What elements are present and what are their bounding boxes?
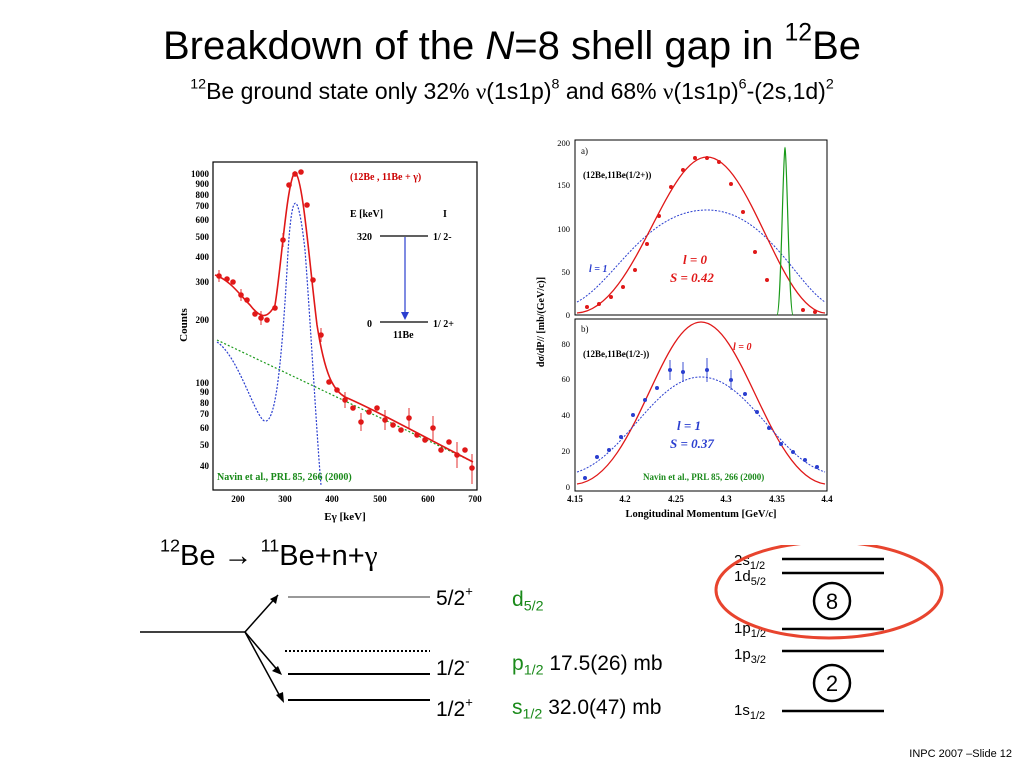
- y-tick: 800: [196, 190, 210, 200]
- panel-a-reaction: (12Be,11Be(1/2+)): [583, 170, 651, 180]
- y-tick: 700: [196, 201, 210, 211]
- panel-a-label: a): [581, 146, 588, 156]
- s-factor-label: S = 0.37: [670, 436, 714, 451]
- x-tick: 700: [468, 494, 482, 504]
- momentum-distribution-figure: 200 150 100 50 0 80 60 40 20 0 4.15 4.2 …: [525, 132, 845, 524]
- p-cross-section: 17.5(26) mb: [549, 652, 663, 675]
- y-tick: 90: [200, 387, 210, 397]
- x-axis-label: Eγ [keV]: [324, 511, 366, 523]
- y-tick: 80: [562, 339, 571, 349]
- y-tick: 40: [562, 410, 571, 420]
- y-tick: 50: [562, 267, 571, 277]
- x-tick: 400: [325, 494, 339, 504]
- orbital-d52: d5/2: [512, 588, 544, 615]
- y-axis-label: Counts: [178, 307, 190, 341]
- y-tick: 1000: [191, 169, 210, 179]
- level-1-2-minus: 1/2-: [436, 653, 470, 680]
- l1-label: l = 1: [677, 418, 701, 433]
- l0-label: l = 0: [733, 342, 751, 353]
- x-tick: 4.25: [668, 494, 684, 504]
- orbital-p12: p1/2 17.5(26) mb: [512, 652, 663, 679]
- shell-model-diagram: 8 2 2s1/2 1d5/2 1p1/2 1p3/2 1s1/2: [714, 545, 944, 722]
- level-scheme: [140, 594, 430, 703]
- level-1-2-plus: 1/2+: [436, 694, 473, 721]
- slide-title: Breakdown of the N=8 shell gap in 12Be: [162, 19, 862, 68]
- panel-b-reaction: (12Be,11Be(1/2-)): [583, 349, 649, 359]
- s-cross-section: 32.0(47) mb: [548, 696, 662, 719]
- y-tick: 900: [196, 179, 210, 189]
- x-tick: 600: [421, 494, 435, 504]
- y-tick: 400: [196, 252, 210, 262]
- slide-footer: INPC 2007 –Slide 12: [909, 748, 1012, 760]
- gamma-spectrum-figure: 1000 900 800 700 600 500 400 300 200 100…: [175, 150, 495, 535]
- y-tick: 100: [196, 378, 210, 388]
- x-tick: 300: [278, 494, 292, 504]
- y-tick: 70: [200, 409, 210, 419]
- x-tick: 4.3: [720, 494, 732, 504]
- inset-energy-1: 320: [357, 232, 372, 243]
- svg-text:1s1/2: 1s1/2: [734, 702, 765, 722]
- y-tick: 150: [557, 180, 570, 190]
- inset-energy-2: 0: [367, 319, 372, 330]
- y-tick: 60: [562, 374, 571, 384]
- gap-2: 2: [826, 671, 838, 696]
- svg-text:1p3/2: 1p3/2: [734, 646, 766, 666]
- inset-nucleus: 11Be: [393, 330, 414, 341]
- y-tick: 100: [557, 224, 570, 234]
- l1-label: l = 1: [589, 264, 607, 275]
- y-tick: 20: [562, 446, 571, 456]
- y-tick: 60: [200, 423, 210, 433]
- orbital-s12: s1/2 32.0(47) mb: [512, 696, 662, 723]
- y-tick: 600: [196, 215, 210, 225]
- inset-spin-1: 1/ 2-: [433, 232, 452, 243]
- highlight-ellipse: [714, 545, 944, 640]
- x-tick: 200: [231, 494, 245, 504]
- x-tick: 500: [373, 494, 387, 504]
- l0-label: l = 0: [683, 252, 708, 267]
- y-tick: 200: [196, 315, 210, 325]
- x-tick: 4.15: [567, 494, 583, 504]
- gap-8: 8: [826, 589, 838, 614]
- x-axis-label: Longitudinal Momentum [GeV/c]: [625, 509, 776, 520]
- y-tick: 200: [557, 138, 570, 148]
- citation: Navin et al., PRL 85, 266 (2000): [217, 472, 352, 483]
- svg-text:1d5/2: 1d5/2: [734, 568, 766, 588]
- y-tick: 500: [196, 232, 210, 242]
- slide-subtitle: 12Be ground state only 32% ν(1s1p)8 and …: [190, 76, 834, 104]
- y-tick: 80: [200, 398, 210, 408]
- inset-energy-header: E [keV]: [350, 209, 383, 220]
- citation: Navin et al., PRL 85, 266 (2000): [643, 472, 764, 482]
- inset-spin-2: 1/ 2+: [433, 319, 454, 330]
- x-tick: 4.2: [619, 494, 631, 504]
- y-tick: 300: [196, 277, 210, 287]
- plot-legend: (12Be , 11Be + γ): [350, 172, 421, 183]
- y-axis-label: dσ/dP// [mb/(GeV/c)]: [536, 277, 547, 367]
- x-tick: 4.4: [821, 494, 833, 504]
- reaction-equation: 12Be → 11Be+n+γ: [160, 535, 378, 572]
- y-tick: 40: [200, 461, 210, 471]
- x-tick: 4.35: [769, 494, 785, 504]
- y-tick: 50: [200, 440, 210, 450]
- y-tick: 0: [566, 482, 570, 492]
- level-5-2-plus: 5/2+: [436, 583, 473, 610]
- panel-b-label: b): [581, 324, 589, 334]
- s-factor-label: S = 0.42: [670, 270, 714, 285]
- inset-spin-header: I: [443, 209, 447, 220]
- y-tick: 0: [566, 310, 570, 320]
